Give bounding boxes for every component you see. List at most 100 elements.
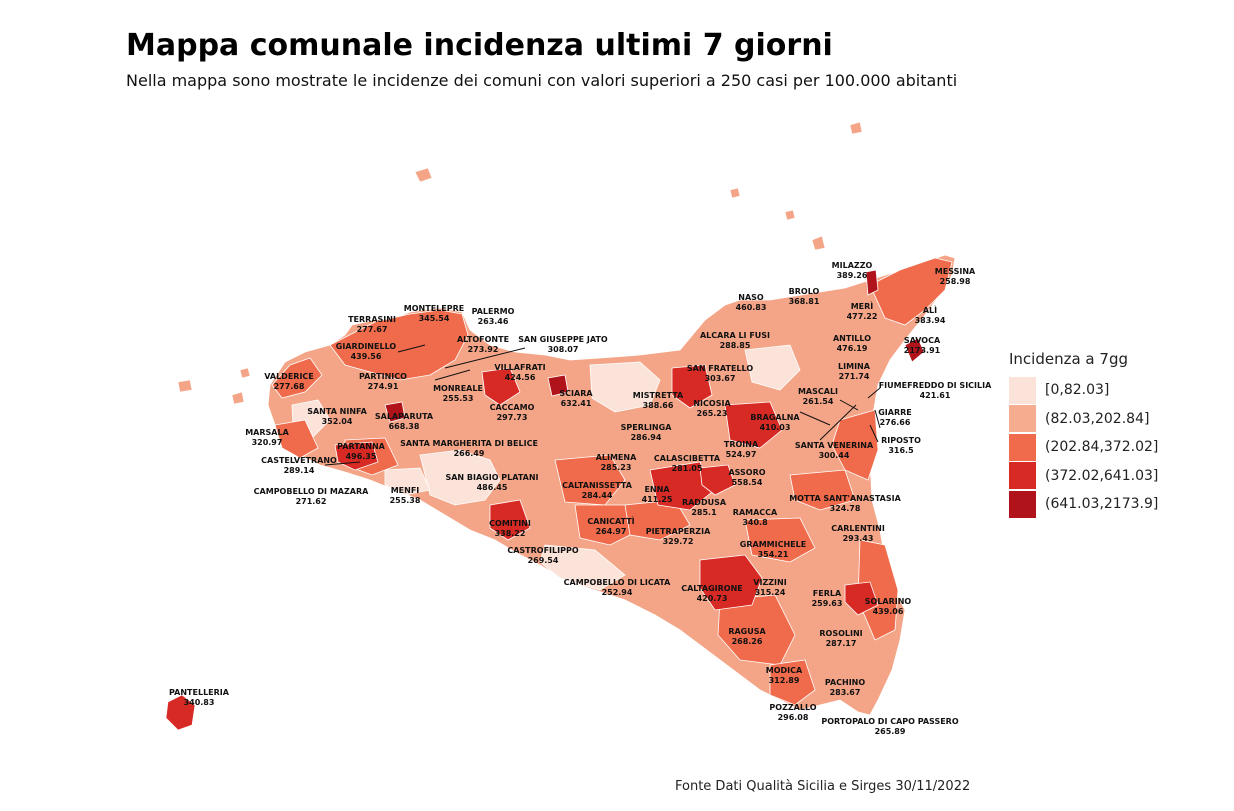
svg-text:ALIMENA: ALIMENA [596, 453, 637, 462]
svg-text:ALCARA LI FUSI: ALCARA LI FUSI [700, 331, 770, 340]
aegadian-island-1 [177, 379, 193, 393]
legend-label: (372.02,641.03] [1045, 467, 1159, 484]
svg-text:MONTELEPRE: MONTELEPRE [404, 304, 464, 313]
class-lowest-areas [291, 344, 801, 591]
svg-text:BRAGALNA: BRAGALNA [750, 413, 800, 422]
svg-text:NICOSIA: NICOSIA [693, 399, 731, 408]
svg-text:ROSOLINI: ROSOLINI [819, 629, 862, 638]
svg-text:277.67: 277.67 [357, 325, 388, 334]
svg-text:308.07: 308.07 [548, 345, 579, 354]
area-motta [789, 469, 856, 511]
area-enna [649, 461, 713, 511]
svg-text:MONREALE: MONREALE [433, 384, 483, 393]
svg-text:476.19: 476.19 [837, 344, 868, 353]
svg-text:389.26: 389.26 [837, 271, 868, 280]
svg-text:338.22: 338.22 [495, 529, 526, 538]
svg-text:269.54: 269.54 [528, 556, 559, 565]
svg-text:460.83: 460.83 [736, 303, 767, 312]
svg-text:668.38: 668.38 [389, 422, 420, 431]
svg-text:GIARRE: GIARRE [878, 408, 912, 417]
area-assoro [699, 464, 736, 496]
legend-item: (82.03,202.84] [1009, 405, 1158, 434]
svg-text:TROINA: TROINA [724, 440, 759, 449]
svg-text:GIARDINELLO: GIARDINELLO [336, 342, 397, 351]
area-salaparuta [384, 401, 406, 423]
area-belice-pale [384, 467, 431, 496]
islands [165, 121, 863, 731]
svg-text:383.94: 383.94 [915, 316, 946, 325]
svg-text:MESSINA: MESSINA [935, 267, 976, 276]
svg-text:SCIARA: SCIARA [559, 389, 593, 398]
svg-text:SANTA MARGHERITA DI BELICE: SANTA MARGHERITA DI BELICE [400, 439, 538, 448]
legend-label: (641.03,2173.9] [1045, 496, 1159, 513]
area-caltagirone [699, 554, 763, 611]
svg-text:ANTILLO: ANTILLO [833, 334, 871, 343]
legend-swatch [1009, 405, 1036, 433]
svg-text:255.53: 255.53 [443, 394, 474, 403]
area-caltanissetta [554, 454, 626, 506]
svg-text:268.26: 268.26 [732, 637, 763, 646]
svg-text:MISTRETTA: MISTRETTA [633, 391, 684, 400]
area-modica [769, 659, 816, 706]
class-high-areas [334, 364, 879, 616]
ustica-island [414, 167, 433, 183]
svg-text:SAN BIAGIO PLATANI: SAN BIAGIO PLATANI [445, 473, 538, 482]
svg-text:FERLA: FERLA [813, 589, 842, 598]
svg-text:MOTTA SANT'ANASTASIA: MOTTA SANT'ANASTASIA [789, 494, 901, 503]
svg-text:477.22: 477.22 [847, 312, 878, 321]
svg-text:632.41: 632.41 [561, 399, 592, 408]
svg-text:388.66: 388.66 [643, 401, 674, 410]
svg-text:SAVOCA: SAVOCA [904, 336, 941, 345]
svg-text:261.54: 261.54 [803, 397, 834, 406]
svg-text:POZZALLO: POZZALLO [769, 703, 816, 712]
svg-text:VILLAFRATI: VILLAFRATI [494, 363, 545, 372]
svg-text:CASTELVETRANO: CASTELVETRANO [261, 456, 337, 465]
svg-text:281.05: 281.05 [672, 464, 703, 473]
svg-text:276.66: 276.66 [880, 418, 911, 427]
svg-text:265.89: 265.89 [875, 727, 906, 736]
svg-text:COMITINI: COMITINI [489, 519, 531, 528]
aeolian-island-1 [849, 121, 863, 135]
svg-text:ASSORO: ASSORO [728, 468, 765, 477]
area-savoca [904, 337, 925, 363]
map-subtitle: Nella mappa sono mostrate le incidenze d… [126, 71, 958, 90]
svg-text:SANTA VENERINA: SANTA VENERINA [795, 441, 874, 450]
svg-text:PORTOPALO DI CAPO PASSERO: PORTOPALO DI CAPO PASSERO [821, 717, 958, 726]
svg-text:274.91: 274.91 [368, 382, 399, 391]
svg-text:SANTA NINFA: SANTA NINFA [307, 407, 367, 416]
pantelleria-island [165, 694, 196, 731]
svg-text:RAGUSA: RAGUSA [728, 627, 766, 636]
svg-text:MENFI: MENFI [391, 486, 420, 495]
legend-item: (202.84,372.02] [1009, 433, 1158, 462]
legend: Incidenza a 7gg [0,82.03] (82.03,202.84]… [1009, 350, 1158, 519]
svg-text:324.78: 324.78 [830, 504, 861, 513]
legend-swatch [1009, 490, 1036, 518]
